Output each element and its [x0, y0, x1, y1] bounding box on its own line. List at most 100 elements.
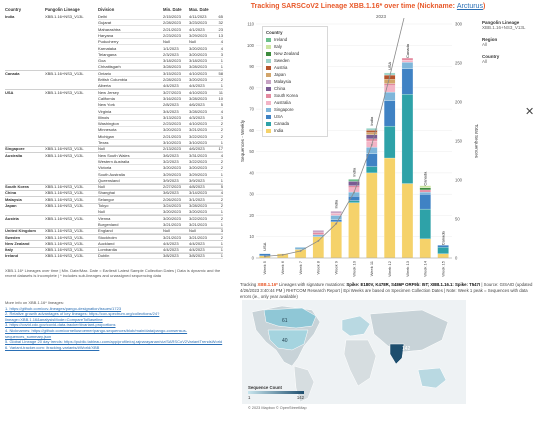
- chart-caption: Tracking XBB.1.16* Lineages with signatu…: [240, 282, 540, 300]
- table-row[interactable]: Telangana 2/3/2023 3/20/2023 3: [5, 52, 223, 58]
- y-tick-label: 10: [249, 234, 254, 239]
- more-info-link[interactable]: 5. Global Lineage 20 day trends: https:/…: [5, 339, 223, 345]
- table-cell: 4/6/2023: [189, 146, 205, 152]
- legend-item[interactable]: India: [266, 127, 324, 134]
- table-row[interactable]: Illinois 3/13/2023 4/3/2023 3: [5, 115, 223, 121]
- table-row[interactable]: Western Australia 3/2/2023 3/22/2023 2: [5, 159, 223, 165]
- table-row[interactable]: United Kingdom XBB.1.16+NS3_V13L England Nu…: [5, 228, 223, 235]
- table-row[interactable]: Japan XBB.1.16+NS3_V13L Tokyo 3/24/2023 3/28…: [5, 203, 223, 209]
- table-cell: Puducherry: [98, 39, 119, 45]
- more-info-link[interactable]: 3. https://covid.cdc.gov/covid-data-trac…: [5, 322, 116, 328]
- legend-item[interactable]: Country: [266, 29, 324, 36]
- bar-segment: [437, 253, 449, 259]
- table-row[interactable]: Minnesota 3/20/2023 3/21/2023 2: [5, 127, 223, 134]
- x-tick-label: Week 10: [351, 260, 356, 276]
- table-row[interactable]: Queensland 3/9/2023 3/9/2023 1: [5, 178, 223, 184]
- table-row[interactable]: Italy XBB.1.16+NS3_V13L Lombardia 4/4/2023 4…: [5, 247, 223, 254]
- table-cell: XBB.1.16+NS3_V13L: [45, 70, 84, 76]
- more-info-link[interactable]: 2. Relative growth advantages of key lin…: [5, 311, 160, 322]
- table-row[interactable]: Maharashtra 2/21/2023 4/1/2023 23: [5, 27, 223, 33]
- table-row[interactable]: India XBB.1.16+NS3_V13L Delhi 2/15/2023 4/11…: [5, 14, 223, 20]
- group-divider: [5, 252, 223, 254]
- lineage-filter-value[interactable]: XBB.1.16+NS3_V13L: [482, 25, 526, 30]
- bar-segment: [419, 185, 431, 188]
- table-row[interactable]: Michigan 2/21/2023 3/22/2023 2: [5, 134, 223, 140]
- legend-item[interactable]: Canada: [266, 120, 324, 127]
- table-row[interactable]: South Korea XBB.1.16+NS3_V13L Null 2/27/202…: [5, 184, 223, 191]
- table-row[interactable]: Singapore XBB.1.16+NS3_V13L Null 2/13/2023 4…: [5, 146, 223, 153]
- close-icon[interactable]: ✕: [525, 106, 535, 118]
- country-filter-value[interactable]: All: [482, 59, 488, 64]
- row-divider: [98, 113, 223, 115]
- x-tick-label: Week 6: [280, 260, 285, 274]
- bar-label: USA: [387, 61, 392, 70]
- table-row[interactable]: Alberta 4/4/2023 4/4/2023 1: [5, 83, 223, 90]
- australia-shape: [417, 367, 447, 389]
- more-info-link[interactable]: 4. Nicknames: https://github.com/corneli…: [5, 327, 188, 339]
- row-divider: [98, 44, 223, 46]
- table-row[interactable]: Goa 3/18/2023 3/18/2023 1: [5, 58, 223, 65]
- table-row[interactable]: Texas 3/10/2023 3/10/2023 1: [5, 140, 223, 146]
- legend-item[interactable]: Sweden: [266, 57, 324, 64]
- table-row[interactable]: Burgenland 3/21/2023 3/21/2023 1: [5, 222, 223, 228]
- legend-item[interactable]: South Korea: [266, 92, 324, 99]
- table-row[interactable]: Chhattisgarh 3/28/2023 3/28/2023 1: [5, 64, 223, 71]
- table-row[interactable]: Malaysia XBB.1.16+NS3_V13L Selangor 2/26/20…: [5, 197, 223, 203]
- table-cell: 3/28/2023: [189, 95, 207, 101]
- table-cell: 3: [220, 114, 223, 120]
- x-tick-label: Week 12: [387, 260, 392, 276]
- bar-segment: [383, 83, 396, 86]
- table-row[interactable]: South Australia 3/29/2023 3/29/2023 1: [5, 172, 223, 178]
- table-cell: XBB.1.16+NS3_V13L: [45, 234, 84, 240]
- legend-item[interactable]: Singapore: [266, 106, 324, 113]
- table-cell: Italy: [5, 247, 14, 253]
- table-row[interactable]: China XBB.1.16+NS3_V13L Shanghai 3/6/2023 3/…: [5, 190, 223, 197]
- table-row[interactable]: Australia XBB.1.16+NS3_V13L New South Wale…: [5, 153, 223, 159]
- table-row[interactable]: Washington 2/23/2023 4/10/2023 2: [5, 121, 223, 128]
- nickname-link[interactable]: Arcturus: [456, 3, 483, 10]
- table-cell: 3/21/2023: [163, 221, 181, 227]
- legend-item[interactable]: Malaysia: [266, 78, 324, 85]
- caption-mutations: Spike: E180V, K478R, S486P ORF9b: I5T; X…: [346, 282, 481, 287]
- bar-segment: [437, 245, 449, 248]
- legend-item[interactable]: Australia: [266, 99, 324, 106]
- table-row[interactable]: Karnataka 1/1/2023 3/20/2023 4: [5, 46, 223, 52]
- table-cell: 13: [218, 32, 223, 38]
- table-row[interactable]: Gujarat 2/28/2023 3/23/2023 32: [5, 20, 223, 27]
- table-row[interactable]: Sweden XBB.1.16+NS3_V13L Stockholm 3/21/202…: [5, 235, 223, 241]
- legend-item[interactable]: New Zealand: [266, 50, 324, 57]
- table-cell: 3/22/2023: [189, 133, 207, 139]
- legend-item[interactable]: Ireland: [266, 36, 324, 43]
- table-row[interactable]: Virginia 3/4/2023 3/28/2023 4: [5, 109, 223, 115]
- table-row[interactable]: Canada XBB.1.16+NS3_V13L Ontario 3/15/2023 4…: [5, 71, 223, 77]
- table-row[interactable]: USA XBB.1.16+NS3_V13L New Jersey 3/27/2023 4…: [5, 90, 223, 96]
- table-row[interactable]: British Columbia 2/28/2023 3/20/2023 2: [5, 77, 223, 83]
- more-info-link[interactable]: 1. https://github.com/cov-lineages/pango…: [5, 305, 122, 311]
- more-info-link[interactable]: 6. Variant-tracker.com: /tracking-varian…: [5, 344, 100, 350]
- table-row[interactable]: Haryana 2/23/2023 3/29/2023 13: [5, 33, 223, 39]
- table-row[interactable]: New Zealand XBB.1.16+NS3_V13L Auckland 4/4/…: [5, 241, 223, 247]
- table-row[interactable]: New York 2/8/2023 4/6/2023 5: [5, 102, 223, 109]
- legend-item[interactable]: Japan: [266, 71, 324, 78]
- legend-item[interactable]: China: [266, 85, 324, 92]
- table-row[interactable]: Ireland XBB.1.16+NS3_V13L Dublin 3/8/2023 3/…: [5, 253, 223, 260]
- y2-tick-label: 150: [455, 139, 463, 144]
- legend-item[interactable]: Italy: [266, 43, 324, 50]
- bar-label: India: [333, 199, 338, 208]
- table-cell: 3/1/2023: [189, 196, 205, 202]
- cumulative-point: [335, 222, 338, 225]
- table-row[interactable]: Puducherry Null Null 4: [5, 39, 223, 46]
- table-row[interactable]: Null 3/20/2023 3/20/2023 1: [5, 209, 223, 216]
- bar-label: Canada: [405, 43, 410, 58]
- table-row[interactable]: California 3/16/2023 3/28/2023 10: [5, 96, 223, 102]
- table-cell: Japan: [5, 203, 17, 208]
- legend-swatch: [266, 114, 271, 119]
- region-filter-value[interactable]: All: [482, 42, 488, 47]
- world-map[interactable]: 61 40 142: [242, 300, 466, 404]
- legend-item[interactable]: Austria: [266, 64, 324, 71]
- legend-item[interactable]: USA: [266, 113, 324, 120]
- table-cell: 2/15/2023: [163, 14, 181, 19]
- table-row[interactable]: Victoria 3/20/2023 3/20/2023 2: [5, 165, 223, 172]
- table-cell: 3/20/2023: [189, 51, 207, 57]
- table-row[interactable]: Austria XBB.1.16+NS3_V13L Vienna 3/20/2023 3…: [5, 216, 223, 222]
